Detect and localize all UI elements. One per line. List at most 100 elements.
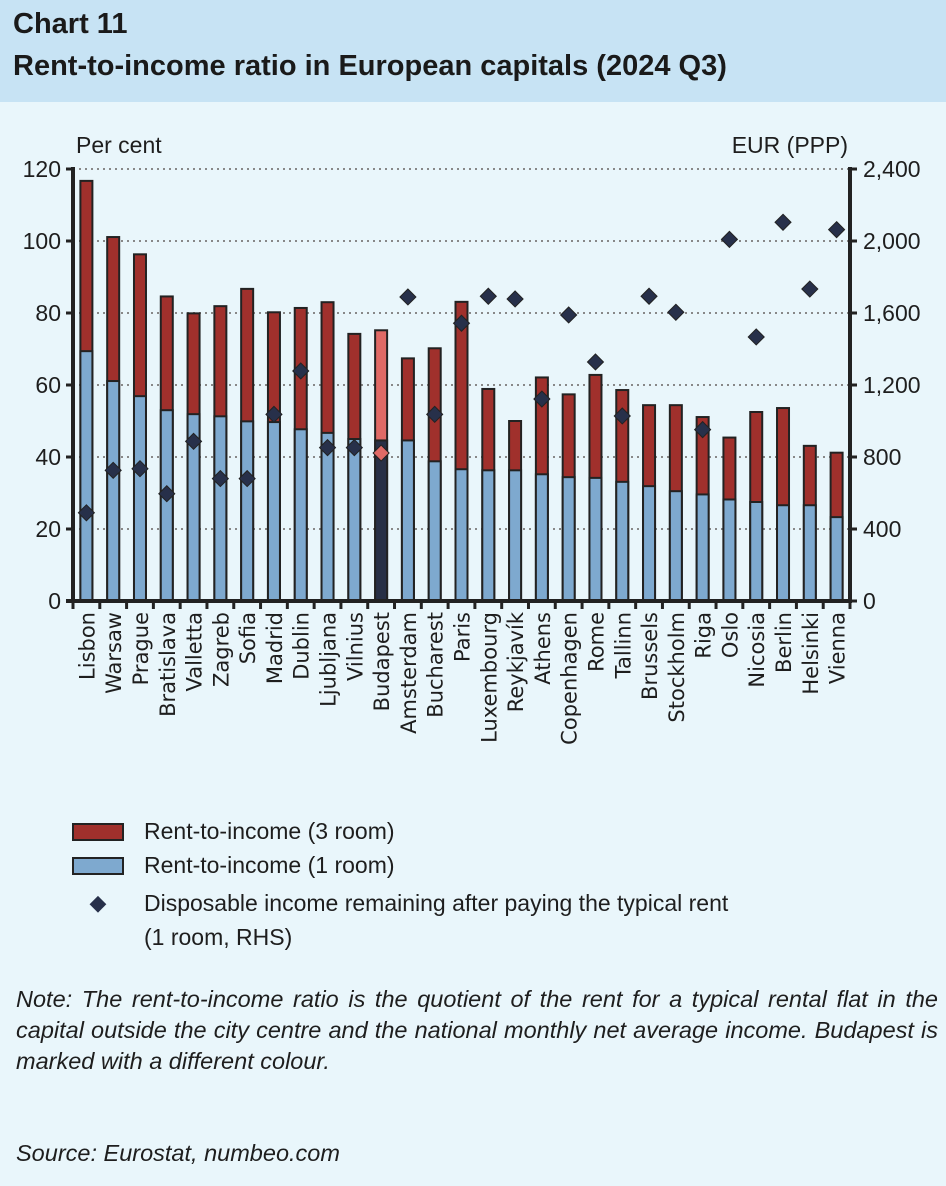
bar-1room (266, 421, 281, 602)
legend-label: Rent-to-income (1 room) (144, 852, 395, 878)
x-tick-label: Amsterdam (397, 612, 421, 734)
right-tick-label: 1,200 (863, 372, 921, 398)
x-tick-label: Luxembourg (477, 612, 501, 743)
income-diamond (747, 328, 765, 346)
bar-1room (240, 420, 255, 602)
x-tick-label: Bratislava (156, 612, 180, 717)
income-diamond (399, 288, 417, 306)
income-diamond (506, 290, 524, 308)
x-tick-label: Lisbon (75, 612, 99, 680)
legend-label: Disposable income remaining after paying… (144, 886, 728, 954)
bar-1room (508, 469, 523, 602)
legend-label-line1: Disposable income remaining after paying… (144, 890, 729, 916)
x-tick-label: Prague (129, 612, 153, 685)
bar-1room (615, 480, 630, 602)
x-tick-label: Nicosia (745, 612, 769, 688)
legend-label: Rent-to-income (3 room) (144, 818, 395, 844)
legend-swatch-3room (72, 823, 124, 841)
income-diamond (827, 220, 846, 239)
chart-note: Note: The rent-to-income ratio is the qu… (16, 986, 938, 1074)
x-tick-label: Sofia (236, 612, 260, 664)
left-axis-label: Per cent (76, 132, 162, 158)
income-diamond (559, 306, 578, 324)
bar-1room (400, 439, 415, 602)
bar-1room (749, 501, 764, 602)
bar-1room (213, 415, 228, 602)
bar-1room (722, 498, 737, 603)
right-tick-label: 800 (863, 444, 901, 470)
x-tick-label: Copenhagen (558, 612, 582, 745)
income-diamond (211, 469, 230, 488)
income-diamond (640, 287, 658, 305)
x-tick-label: Riga (692, 612, 716, 659)
bar-1room (427, 460, 442, 602)
income-diamond (720, 230, 739, 249)
x-tick-label: Reykjavík (504, 611, 528, 712)
income-diamond (479, 287, 498, 305)
x-tick-label: Warsaw (102, 612, 126, 694)
bar-1room (642, 485, 657, 602)
income-diamond (158, 485, 176, 503)
right-tick-label: 2,000 (863, 228, 921, 254)
income-diamond (131, 459, 149, 478)
chart-title: Rent-to-income ratio in European capital… (13, 50, 727, 82)
chart-number: Chart 11 (13, 8, 128, 40)
bar-1room (695, 493, 710, 602)
legend-item-3room: Rent-to-income (3 room) (72, 818, 728, 852)
x-tick-label: Madrid (263, 612, 287, 684)
bar-1room (106, 380, 121, 603)
left-tick-label: 60 (35, 372, 61, 398)
bar-1room (668, 490, 683, 603)
bar-1room (454, 468, 469, 602)
bar-1room (374, 439, 389, 602)
right-tick-label: 400 (863, 516, 901, 542)
bar-1room (320, 431, 335, 602)
bar-1room (776, 504, 791, 602)
right-tick-label: 1,600 (863, 300, 921, 326)
left-tick-label: 0 (48, 588, 61, 614)
bar-1room (802, 504, 817, 602)
x-tick-label: Athens (531, 612, 555, 685)
bar-1room (534, 473, 549, 602)
chart-source: Source: Eurostat, numbeo.com (16, 1140, 340, 1166)
chart-header: Chart 11 Rent-to-income ratio in Europea… (0, 0, 946, 102)
left-tick-label: 20 (35, 516, 61, 542)
legend: Rent-to-income (3 room) Rent-to-income (… (72, 818, 728, 954)
x-tick-label: Valletta (183, 612, 207, 692)
x-tick-label: Oslo (718, 612, 742, 658)
bar-1room (293, 428, 308, 602)
chart-svg: 0 20 40 60 80 100 120 0 400 800 1,200 1,600 2,000 2,4… (23, 132, 921, 745)
x-tick-label: Ljubljana (317, 612, 341, 707)
income-diamond (372, 444, 390, 462)
x-tick-label: Berlin (772, 612, 796, 673)
legend-item-1room: Rent-to-income (1 room) (72, 852, 728, 886)
bar-1room (159, 409, 174, 603)
income-diamond (452, 314, 471, 332)
right-tick-label: 2,400 (863, 156, 921, 182)
x-tick-label: Tallinn (611, 612, 635, 679)
income-diamond (667, 303, 685, 321)
income-diamond (104, 461, 122, 480)
income-diamond (425, 405, 444, 424)
x-tick-label: Paris (451, 612, 475, 662)
x-tick-label: Dublin (290, 612, 314, 680)
right-tick-label: 0 (863, 588, 876, 614)
x-tick-label: Bucharest (424, 612, 448, 718)
x-tick-label: Zagreb (209, 612, 233, 687)
left-tick-label: 100 (23, 228, 61, 254)
income-diamond (586, 353, 605, 371)
income-diamond (613, 407, 631, 425)
bar-1room (132, 395, 147, 602)
x-tick-label: Vilnius (343, 612, 367, 681)
income-diamond (265, 405, 283, 424)
x-tick-label: Brussels (638, 612, 662, 700)
income-diamond (184, 432, 203, 451)
bar-1room (481, 469, 496, 602)
income-diamond (292, 362, 310, 380)
income-diamond (345, 438, 364, 457)
bar-1room (561, 476, 576, 602)
bar-1room (79, 350, 94, 602)
bar-1room (588, 476, 603, 603)
legend-item-income: ◆ Disposable income remaining after payi… (72, 886, 729, 954)
x-tick-label: Stockholm (665, 612, 689, 723)
